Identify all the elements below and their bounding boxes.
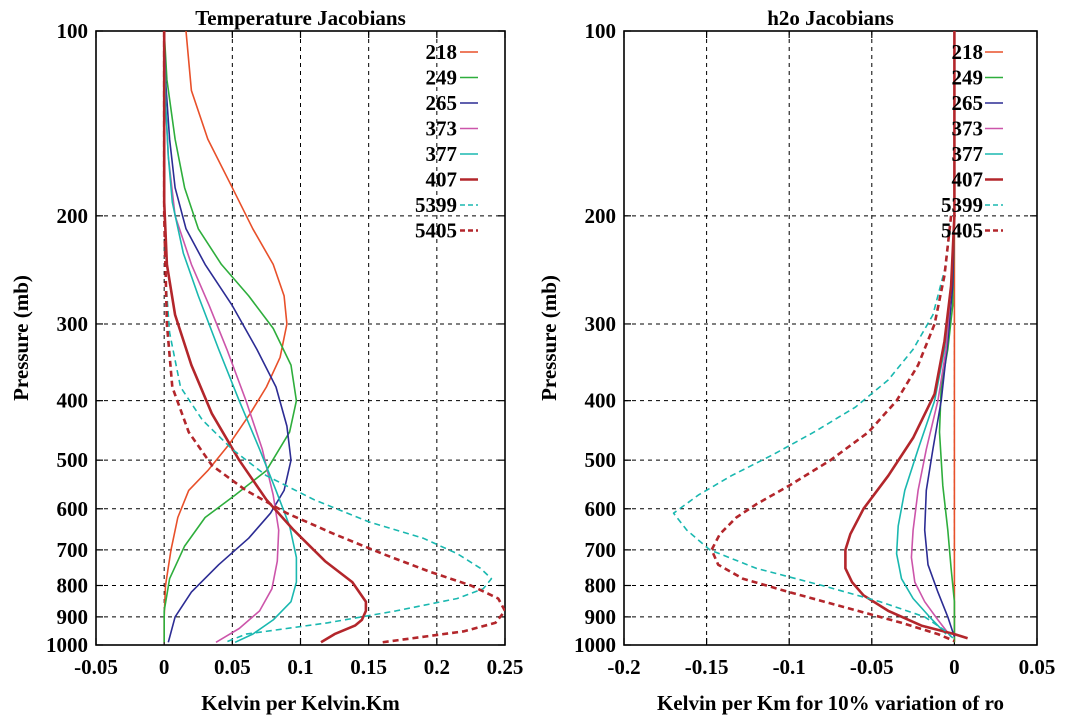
x-tick-label: -0.1 bbox=[773, 655, 806, 679]
x-tick-label: -0.05 bbox=[74, 655, 118, 679]
legend-label-5405: 5405 bbox=[415, 219, 457, 243]
y-tick-label: 100 bbox=[57, 19, 89, 43]
series-line-5399 bbox=[674, 216, 955, 640]
x-tick-label: 0.15 bbox=[350, 655, 387, 679]
chart-title: Temperature Jacobians bbox=[195, 6, 406, 30]
x-tick-label: 0.25 bbox=[487, 655, 524, 679]
chart-title: h2o Jacobians bbox=[767, 6, 894, 30]
legend-label-407: 407 bbox=[426, 168, 458, 192]
y-tick-label: 1000 bbox=[46, 633, 88, 657]
x-tick-label: 0.05 bbox=[214, 655, 251, 679]
x-tick-label: 0 bbox=[159, 655, 170, 679]
x-tick-label: -0.15 bbox=[685, 655, 729, 679]
y-tick-label: 700 bbox=[57, 538, 89, 562]
x-axis-label: Kelvin per Km for 10% variation of ro bbox=[657, 691, 1004, 715]
legend-label-218: 218 bbox=[952, 40, 984, 64]
y-tick-label: 500 bbox=[57, 448, 89, 472]
chart-panel-2: -0.2 -0.15 -0.1 -0.05 0 0.05 100 200 300 400 500 60… bbox=[537, 6, 1055, 715]
legend-label-265: 265 bbox=[426, 91, 458, 115]
y-tick-label: 400 bbox=[57, 389, 89, 413]
y-axis-label: Pressure (mb) bbox=[9, 275, 33, 401]
x-tick-label: 0.1 bbox=[287, 655, 313, 679]
y-tick-label: 200 bbox=[585, 204, 617, 228]
y-tick-label: 300 bbox=[585, 312, 617, 336]
legend-label-249: 249 bbox=[426, 66, 458, 90]
legend-label-265: 265 bbox=[952, 91, 984, 115]
x-tick-label: 0.05 bbox=[1019, 655, 1056, 679]
legend-label-373: 373 bbox=[952, 117, 984, 141]
y-axis-label: Pressure (mb) bbox=[537, 275, 561, 401]
legend-label-218: 218 bbox=[426, 40, 458, 64]
x-tick-label: 0.2 bbox=[424, 655, 450, 679]
legend-label-407: 407 bbox=[952, 168, 984, 192]
y-tick-label: 800 bbox=[585, 573, 617, 597]
y-tick-label: 200 bbox=[57, 204, 89, 228]
y-tick-label: 500 bbox=[585, 448, 617, 472]
y-tick-label: 300 bbox=[57, 312, 89, 336]
legend-label-377: 377 bbox=[426, 142, 458, 166]
series-line-249 bbox=[164, 31, 296, 642]
series-group bbox=[674, 31, 968, 642]
legend-label-5399: 5399 bbox=[415, 193, 457, 217]
y-tick-label: 100 bbox=[585, 19, 617, 43]
y-tick-label: 800 bbox=[57, 573, 89, 597]
y-tick-label: 600 bbox=[585, 497, 617, 521]
legend-label-249: 249 bbox=[952, 66, 984, 90]
y-tick-label: 1000 bbox=[574, 633, 616, 657]
legend-label-5405: 5405 bbox=[941, 219, 983, 243]
legend-label-377: 377 bbox=[952, 142, 984, 166]
y-tick-label: 600 bbox=[57, 497, 89, 521]
x-tick-label: -0.2 bbox=[607, 655, 640, 679]
y-tick-label: 900 bbox=[585, 605, 617, 629]
x-tick-label: 0 bbox=[949, 655, 960, 679]
y-tick-label: 900 bbox=[57, 605, 89, 629]
x-tick-label: -0.05 bbox=[850, 655, 894, 679]
legend-label-373: 373 bbox=[426, 117, 458, 141]
y-tick-label: 700 bbox=[585, 538, 617, 562]
x-axis-label: Kelvin per Kelvin.Km bbox=[201, 691, 400, 715]
series-line-407 bbox=[164, 31, 366, 642]
series-line-373 bbox=[911, 31, 954, 637]
chart-panel-1: -0.05 0 0.05 0.1 0.15 0.2 0.25 100 200 300 400 500 6… bbox=[9, 6, 523, 715]
legend-label-5399: 5399 bbox=[941, 193, 983, 217]
y-tick-label: 400 bbox=[585, 389, 617, 413]
